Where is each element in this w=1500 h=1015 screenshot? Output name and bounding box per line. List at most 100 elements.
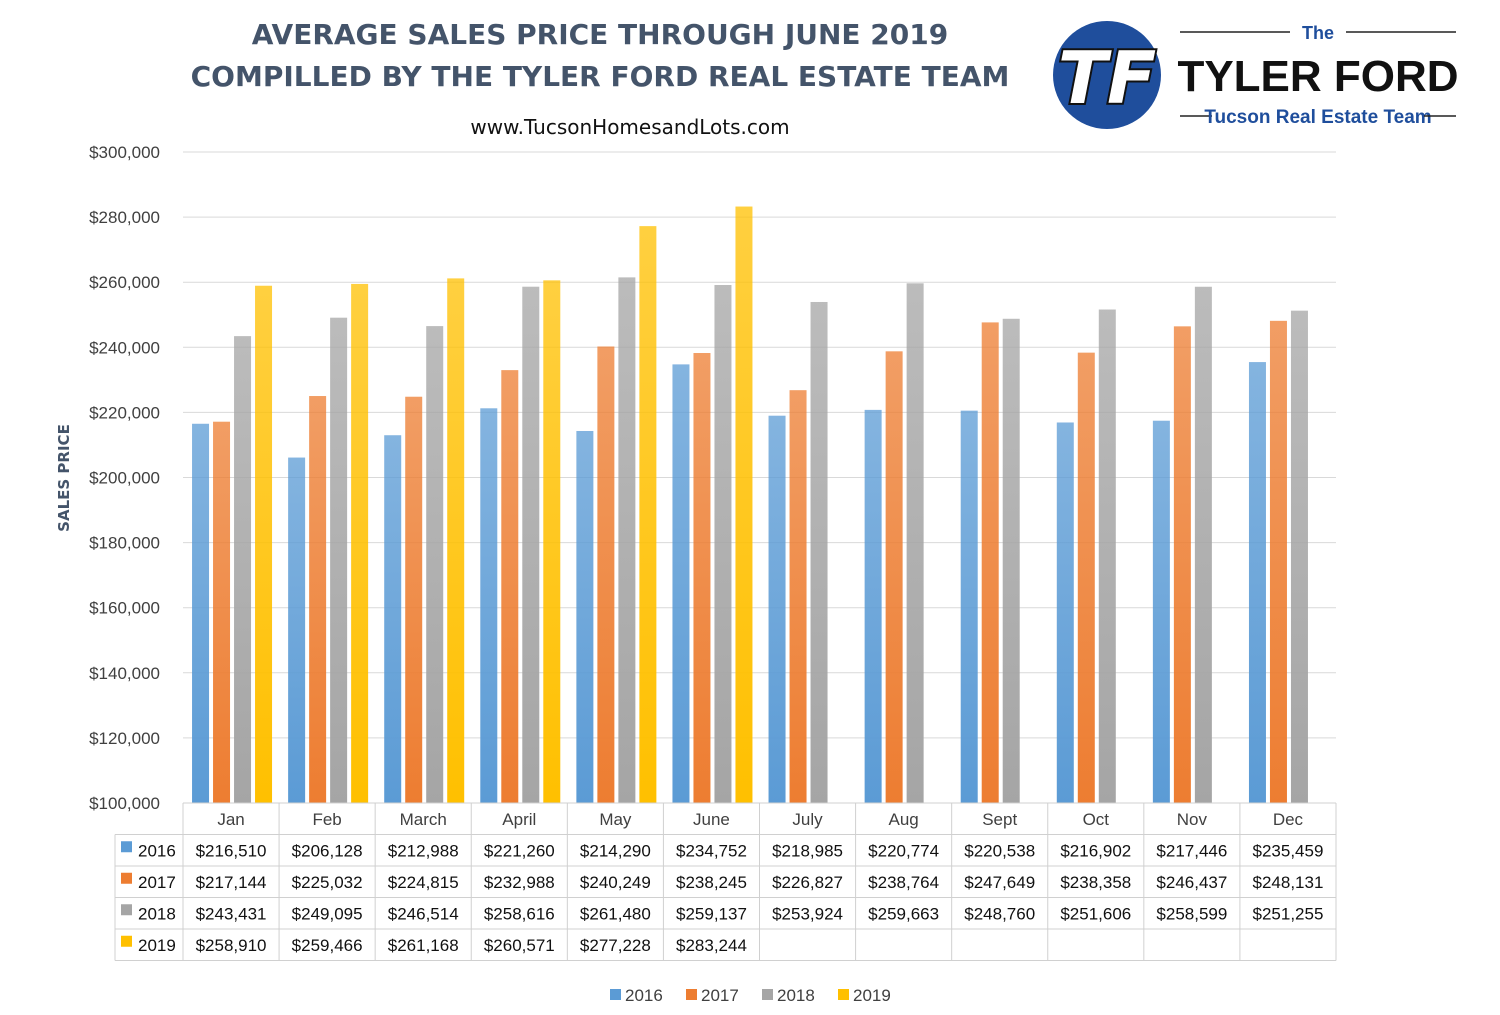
table-cell: $238,358 [1060, 873, 1131, 892]
bar-2018-feb [330, 317, 348, 803]
y-tick-label: $100,000 [89, 794, 160, 813]
bar-2017-feb [309, 396, 327, 803]
bar-2016-may [576, 430, 594, 803]
legend-swatch [610, 989, 621, 1000]
legend-label: 2019 [853, 986, 891, 1005]
table-cell: $226,827 [772, 873, 843, 892]
y-axis-ticks: $100,000 $120,000 $140,000 $160,000 $180,000… [89, 143, 160, 813]
y-tick-label: $200,000 [89, 469, 160, 488]
table-cell: $240,249 [580, 873, 651, 892]
y-tick-label: $180,000 [89, 534, 160, 553]
bar-2018-april [522, 286, 540, 803]
table-cell: $216,902 [1060, 841, 1131, 860]
bar-2018-may [618, 277, 636, 804]
chart-title-line-1: AVERAGE SALES PRICE THROUGH JUNE 2019 [251, 18, 949, 51]
logo-monogram: TF [1058, 36, 1156, 120]
bar-2019-may [639, 226, 657, 803]
gridlines [183, 151, 1336, 804]
table-cell: $248,760 [964, 904, 1035, 923]
bar-2017-aug [885, 351, 903, 803]
legend-label: 2016 [625, 986, 663, 1005]
table-cell: $247,649 [964, 873, 1035, 892]
bar-2016-june [672, 364, 690, 803]
y-tick-label: $280,000 [89, 208, 160, 227]
table-cell: $214,290 [580, 841, 651, 860]
data-table: Jan Feb March April May June July Aug Sept Oct Nov… [114, 802, 1337, 961]
bar-2017-july [789, 390, 807, 803]
bar-2017-jan [213, 421, 231, 803]
bar-2018-dec [1290, 310, 1308, 803]
table-cell: $216,510 [196, 841, 267, 860]
series-name: 2016 [138, 841, 176, 860]
table-cell: $246,437 [1156, 873, 1227, 892]
logo-circle-icon [1053, 21, 1161, 129]
table-cell: $259,663 [868, 904, 939, 923]
table-cell: $248,131 [1253, 873, 1324, 892]
bar-2018-jan [234, 336, 252, 803]
legend-swatch [762, 989, 773, 1000]
logo-tagline: Tucson Real Estate Team [1204, 107, 1431, 128]
bar-2018-sept [1002, 318, 1020, 803]
category-label: July [792, 810, 823, 829]
bar-2016-july [768, 415, 786, 803]
legend-label: 2017 [701, 986, 739, 1005]
table-cell: $258,616 [484, 904, 555, 923]
category-label: Sept [982, 810, 1017, 829]
bar-2016-feb [288, 457, 306, 803]
y-tick-label: $260,000 [89, 273, 160, 292]
category-label: April [502, 810, 536, 829]
table-cell: $253,924 [772, 904, 843, 923]
bar-2016-dec [1248, 362, 1266, 803]
table-cell: $258,599 [1156, 904, 1227, 923]
table-cell: $259,466 [292, 936, 363, 955]
table-cell: $251,606 [1060, 904, 1131, 923]
category-label: March [400, 810, 447, 829]
series-name: 2018 [138, 904, 176, 923]
table-cell: $243,431 [196, 904, 267, 923]
bar-2016-april [480, 408, 498, 803]
legend: 2016 2017 2018 2019 [610, 986, 891, 1005]
category-label: Oct [1083, 810, 1110, 829]
category-label: May [599, 810, 632, 829]
legend-key-swatch [121, 841, 132, 853]
bar-2017-may [597, 346, 615, 803]
legend-key-swatch [121, 872, 132, 884]
bar-2018-nov [1194, 286, 1212, 803]
table-cell: $260,571 [484, 936, 555, 955]
category-label: Feb [312, 810, 341, 829]
table-cell: $220,774 [868, 841, 939, 860]
website-url: www.TucsonHomesandLots.com [470, 115, 790, 139]
bar-2016-nov [1152, 420, 1170, 803]
y-axis-label: SALES PRICE [55, 424, 73, 532]
bar-2019-feb [351, 283, 369, 803]
bar-2019-june [735, 206, 753, 804]
table-cell: $235,459 [1253, 841, 1324, 860]
table-cell: $261,168 [388, 936, 459, 955]
series-name: 2017 [138, 873, 176, 892]
y-tick-label: $160,000 [89, 599, 160, 618]
legend-key-swatch [121, 935, 132, 947]
bar-2018-aug [906, 283, 924, 803]
category-label: June [693, 810, 730, 829]
bar-2017-june [693, 353, 711, 803]
series-name: 2019 [138, 936, 176, 955]
table-cell: $234,752 [676, 841, 747, 860]
bar-2016-aug [864, 409, 882, 803]
bar-2017-march [405, 396, 423, 803]
bar-2019-march [447, 278, 465, 803]
table-cell: $224,815 [388, 873, 459, 892]
legend-swatch [686, 989, 697, 1000]
table-cell: $220,538 [964, 841, 1035, 860]
table-cell: $258,910 [196, 936, 267, 955]
bar-2018-july [810, 301, 828, 803]
bar-2017-dec [1269, 320, 1287, 803]
bar-2016-sept [960, 410, 978, 803]
table-cell: $221,260 [484, 841, 555, 860]
category-label: Jan [217, 810, 244, 829]
bar-2019-april [543, 280, 561, 803]
table-cell: $251,255 [1253, 904, 1324, 923]
bar-2016-jan [192, 423, 210, 803]
y-tick-label: $220,000 [89, 403, 160, 422]
logo-name: TYLER FORD [1177, 52, 1458, 101]
table-cell: $249,095 [292, 904, 363, 923]
